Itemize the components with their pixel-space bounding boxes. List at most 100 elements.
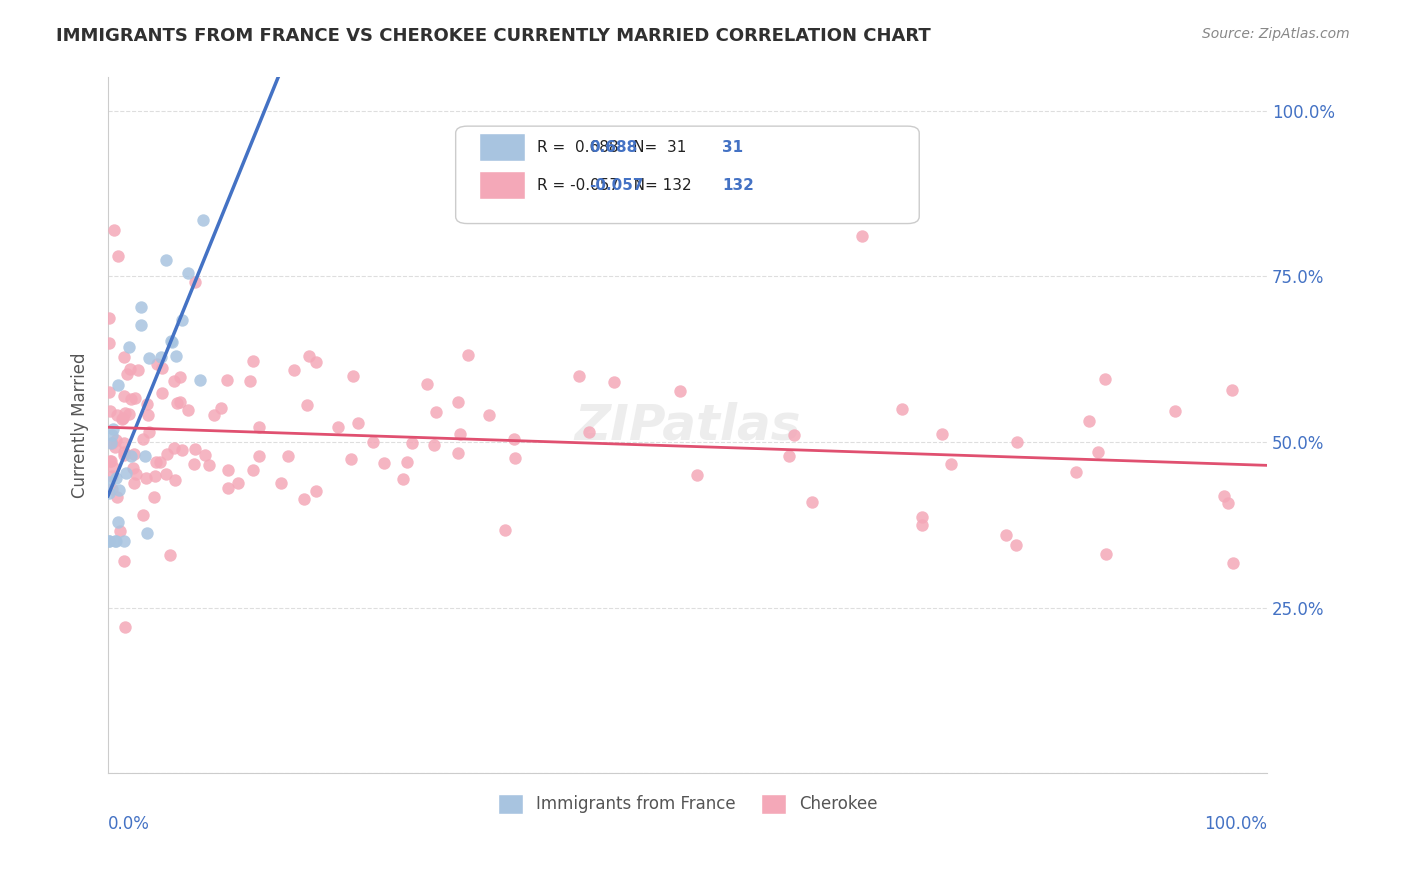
Y-axis label: Currently Married: Currently Married xyxy=(72,352,89,498)
Point xyxy=(447,446,470,460)
Point xyxy=(105,534,128,549)
Point xyxy=(136,408,159,422)
Point xyxy=(184,275,207,289)
Point xyxy=(169,369,191,384)
Text: R =  0.688   N=  31: R = 0.688 N= 31 xyxy=(537,139,686,154)
Point xyxy=(165,350,187,364)
Point xyxy=(115,367,138,381)
Point xyxy=(101,482,124,496)
Point xyxy=(134,449,156,463)
Point xyxy=(505,450,527,465)
Point xyxy=(478,409,501,423)
Point xyxy=(101,422,124,436)
Point xyxy=(1095,547,1118,561)
Point xyxy=(183,442,205,456)
Point xyxy=(669,384,692,398)
Point xyxy=(105,471,128,485)
Point xyxy=(172,442,194,457)
Point xyxy=(217,481,239,495)
Point xyxy=(124,391,146,405)
Point xyxy=(1064,465,1087,479)
Point xyxy=(100,436,122,450)
Point xyxy=(423,437,446,451)
Point xyxy=(911,518,934,533)
Point xyxy=(169,395,191,409)
Legend: Immigrants from France, Cherokee: Immigrants from France, Cherokee xyxy=(491,787,884,821)
Point xyxy=(1222,556,1244,570)
Point xyxy=(247,420,270,434)
Point xyxy=(457,347,479,361)
Point xyxy=(98,475,121,489)
Point xyxy=(120,361,142,376)
Point xyxy=(1005,538,1028,552)
Point xyxy=(783,428,806,442)
Point xyxy=(910,509,932,524)
Point xyxy=(98,385,121,400)
Point xyxy=(396,455,419,469)
Point xyxy=(1094,372,1116,386)
Point xyxy=(105,408,128,422)
Point xyxy=(155,467,177,481)
Point xyxy=(217,373,239,387)
Point xyxy=(159,334,181,348)
Point xyxy=(342,368,364,383)
Text: 132: 132 xyxy=(723,178,754,193)
Point xyxy=(191,213,214,227)
Point xyxy=(98,404,121,418)
Point xyxy=(101,469,124,483)
Point xyxy=(110,524,132,538)
Point xyxy=(155,253,177,268)
Point xyxy=(292,492,315,507)
Point xyxy=(1218,496,1240,510)
Point xyxy=(149,454,172,468)
Point xyxy=(242,354,264,368)
Point xyxy=(305,483,328,498)
Point xyxy=(98,534,121,549)
Point xyxy=(197,458,219,473)
Text: 0.688: 0.688 xyxy=(589,139,637,154)
Point xyxy=(114,406,136,420)
Text: Source: ZipAtlas.com: Source: ZipAtlas.com xyxy=(1202,27,1350,41)
Point xyxy=(135,471,157,485)
Point xyxy=(340,452,363,467)
Point xyxy=(107,483,129,497)
Point xyxy=(98,485,121,500)
Point xyxy=(118,341,141,355)
Point xyxy=(449,427,471,442)
Point xyxy=(162,335,184,350)
Point xyxy=(101,459,124,474)
Point xyxy=(851,229,873,244)
FancyBboxPatch shape xyxy=(456,126,920,224)
Point xyxy=(166,395,188,409)
Point xyxy=(270,476,292,491)
Point xyxy=(120,392,142,406)
Point xyxy=(145,357,167,371)
FancyBboxPatch shape xyxy=(479,133,526,161)
Point xyxy=(801,494,824,508)
Point xyxy=(112,534,135,549)
Point xyxy=(138,351,160,365)
Point xyxy=(98,534,121,549)
Point xyxy=(124,447,146,461)
Point xyxy=(150,386,173,401)
Point xyxy=(107,377,129,392)
Point xyxy=(295,398,318,412)
Point xyxy=(120,450,142,464)
Point xyxy=(283,363,305,377)
Point xyxy=(242,463,264,477)
Point xyxy=(176,403,198,417)
Point xyxy=(361,435,384,450)
Point xyxy=(143,490,166,504)
Point xyxy=(1005,434,1028,449)
Point xyxy=(176,266,198,280)
Point xyxy=(136,397,159,411)
Point xyxy=(103,440,125,454)
Point xyxy=(156,447,179,461)
Point xyxy=(129,318,152,333)
Point xyxy=(150,351,173,365)
Point xyxy=(447,394,470,409)
Point xyxy=(170,313,193,327)
Point xyxy=(112,448,135,462)
Point xyxy=(115,466,138,480)
Point xyxy=(98,310,121,325)
